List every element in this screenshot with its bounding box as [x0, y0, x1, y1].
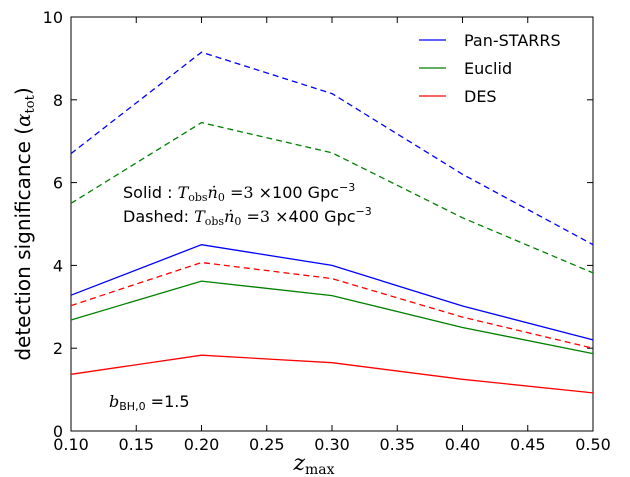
annotation-solid-value: 100 [272, 183, 303, 202]
series-line-euclid-solid [70, 280, 594, 355]
annotation-solid-n-sub: 0 [218, 191, 225, 204]
y-axis-label-sym: α [11, 113, 35, 127]
x-tick-label: 0.50 [575, 435, 611, 454]
annotation-dashed-times: × [270, 207, 289, 226]
series-line-des-solid [70, 354, 594, 394]
series-line-pan-starrs-dashed [70, 51, 594, 246]
x-axis-label: zmax [292, 451, 334, 477]
y-tick-label: 0 [53, 422, 63, 441]
x-axis-label-sub: max [305, 462, 335, 477]
legend-label-pan-starrs: Pan-STARRS [464, 31, 561, 50]
annotation-dashed-n-sub: 0 [234, 215, 241, 228]
series-line-des-dashed [70, 261, 594, 349]
y-axis-label-close: ) [11, 87, 35, 95]
series-line-euclid-dashed [70, 121, 594, 274]
annotation-solid-unit-exp: −3 [339, 181, 355, 194]
annotation-dashed-T: T [194, 207, 206, 226]
x-ticks: 0.10 0.15 0.20 0.25 0.30 0.35 0.40 0.45 0.50 [53, 17, 611, 454]
y-tick-label: 10 [43, 8, 63, 27]
annotation-dashed-T-sub: obs [205, 215, 225, 228]
x-tick-label: 0.25 [249, 435, 285, 454]
x-tick-label: 0.20 [184, 435, 220, 454]
annotation-bias-sub: BH,0 [119, 400, 145, 413]
x-tick-label: 0.45 [510, 435, 546, 454]
annotation-solid: Solid : Tobsṅ0 =3 ×100 Gpc−3 [123, 181, 355, 204]
legend: Pan-STARRS Euclid DES [419, 31, 561, 106]
x-tick-label: 0.35 [379, 435, 415, 454]
x-tick-label: 0.40 [445, 435, 481, 454]
annotation-dashed-prefix: Dashed: [123, 207, 194, 226]
annotation-solid-T-sub: obs [188, 191, 208, 204]
x-tick-label: 0.30 [314, 435, 350, 454]
x-tick-label: 0.15 [118, 435, 154, 454]
y-tick-label: 8 [53, 91, 63, 110]
y-axis-label: detection significance (αtot) [11, 87, 38, 360]
annotation-dashed: Dashed: Tobsṅ0 =3 ×400 Gpc−3 [123, 205, 372, 228]
annotation-dashed-unit: Gpc [319, 207, 355, 226]
annotation-dashed-eq: =3 [241, 207, 270, 226]
x-axis-label-base: z [292, 451, 305, 476]
annotation-solid-times: × [254, 183, 273, 202]
x-tick-label: 0.10 [53, 435, 89, 454]
annotation-bias-sym: b [109, 392, 119, 411]
annotation-dashed-unit-exp: −3 [356, 205, 372, 218]
y-tick-label: 4 [53, 256, 63, 275]
legend-label-des: DES [464, 87, 497, 106]
annotation-bias-val: =1.5 [146, 392, 190, 411]
series-line-pan-starrs-solid [70, 244, 594, 341]
annotation-solid-n: ṅ [208, 183, 218, 202]
y-axis-label-text: detection significance ( [11, 127, 35, 361]
y-tick-label: 6 [53, 174, 63, 193]
annotation-dashed-value: 400 [289, 207, 320, 226]
annotation-solid-unit: Gpc [303, 183, 339, 202]
y-tick-label: 2 [53, 339, 63, 358]
annotation-bias: bBH,0 =1.5 [109, 392, 190, 413]
legend-label-euclid: Euclid [464, 59, 512, 78]
y-axis-label-sub: tot [23, 94, 38, 113]
series-lines [70, 51, 594, 394]
annotation-solid-eq: =3 [225, 183, 254, 202]
annotation-solid-prefix: Solid : [123, 183, 178, 202]
y-ticks: 0 2 4 6 8 10 [43, 8, 593, 441]
annotation-solid-T: T [178, 183, 190, 202]
annotation-dashed-n: ṅ [224, 207, 234, 226]
